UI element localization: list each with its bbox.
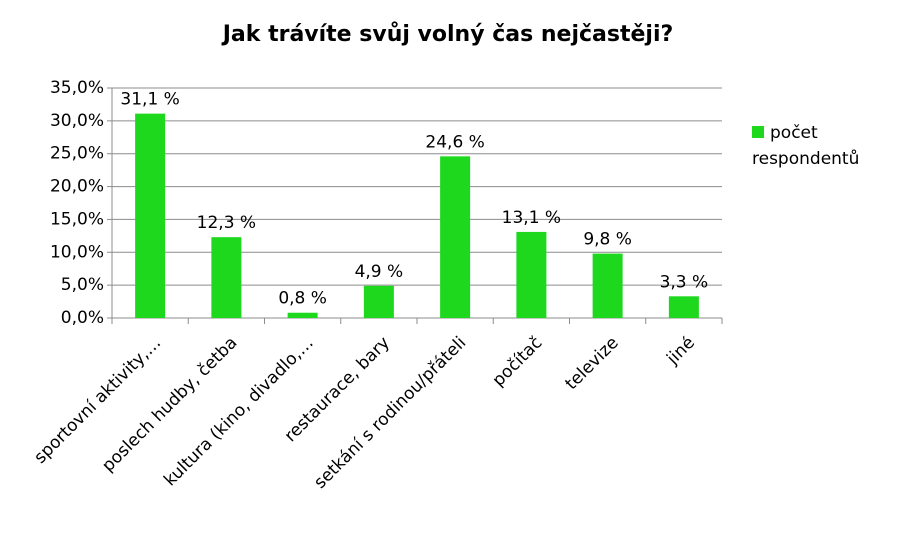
x-tick-label: setkání s rodinou/přáteli	[310, 333, 470, 493]
legend: počet respondentů	[752, 120, 912, 172]
bar	[363, 285, 394, 318]
bar	[135, 113, 166, 318]
y-tick-label: 0,0%	[61, 308, 104, 328]
legend-label: počet respondentů	[752, 123, 860, 169]
y-tick-label: 35,0%	[50, 78, 104, 98]
bar	[516, 231, 547, 318]
data-label: 24,6 %	[425, 132, 484, 152]
data-label: 31,1 %	[120, 90, 179, 110]
bar	[287, 312, 318, 318]
data-label: 4,9 %	[355, 262, 404, 282]
data-label: 0,8 %	[278, 289, 327, 309]
data-label: 3,3 %	[660, 272, 709, 292]
data-label: 12,3 %	[197, 213, 256, 233]
chart-title: Jak trávíte svůj volný čas nejčastěji?	[221, 22, 674, 47]
x-tick-label: kultura (kino, divadlo,…	[160, 333, 317, 490]
y-tick-label: 10,0%	[50, 242, 104, 262]
bar	[211, 237, 242, 318]
data-label: 13,1 %	[502, 208, 561, 228]
x-tick-label: jiné	[662, 333, 699, 370]
x-tick-label: televize	[562, 333, 623, 394]
bar	[440, 156, 471, 318]
x-tick-label: poslech hudby, četba	[98, 333, 241, 476]
x-tick-label: počítač	[489, 333, 547, 391]
y-tick-label: 5,0%	[61, 275, 104, 295]
y-tick-label: 25,0%	[50, 144, 104, 164]
data-label: 9,8 %	[583, 230, 632, 250]
legend-swatch	[752, 126, 764, 138]
y-tick-label: 15,0%	[50, 209, 104, 229]
y-tick-label: 20,0%	[50, 177, 104, 197]
bar	[668, 296, 699, 318]
bar	[592, 253, 623, 318]
y-tick-label: 30,0%	[50, 111, 104, 131]
x-tick-label: sportovní aktivity,…	[30, 333, 165, 468]
